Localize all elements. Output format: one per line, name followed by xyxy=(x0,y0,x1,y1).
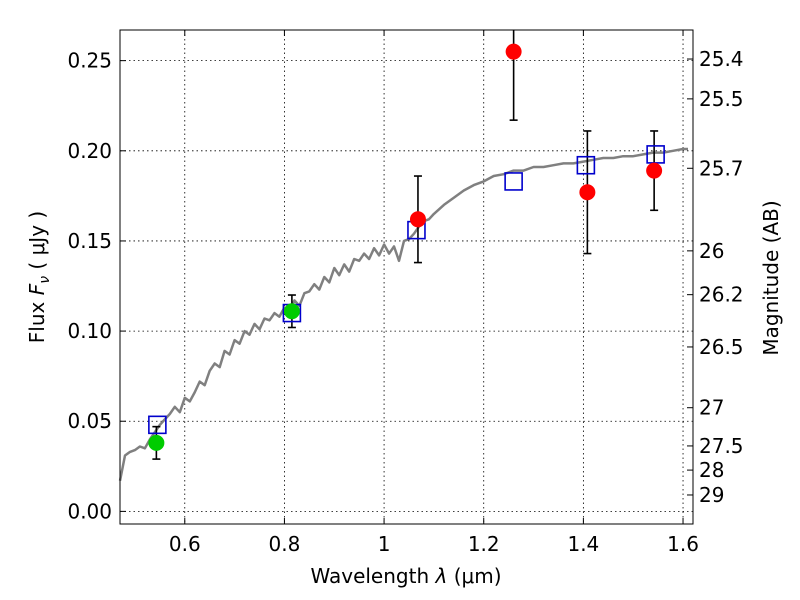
magnitude-tick-label: 29 xyxy=(699,483,724,507)
grid xyxy=(120,30,693,524)
magnitude-tick-label: 28 xyxy=(699,458,724,482)
axis-ticks xyxy=(120,30,693,524)
y-tick-label: 0.05 xyxy=(67,409,112,433)
model-photometry-square xyxy=(576,155,596,175)
model-photometry-square xyxy=(148,415,167,435)
x-tick-label: 0.8 xyxy=(269,532,301,556)
plot-frame xyxy=(119,29,694,525)
y-tick-label: 0.25 xyxy=(67,49,112,73)
magnitude-tick-label: 26 xyxy=(699,239,724,263)
magnitude-tick-label: 25.5 xyxy=(699,87,744,111)
x-tick-label: 1.4 xyxy=(567,532,599,556)
magnitude-tick-label: 26.5 xyxy=(699,335,744,359)
model-sed-line xyxy=(118,147,688,481)
x-tick-label: 1.6 xyxy=(667,532,699,556)
y-tick-label: 0.00 xyxy=(67,499,112,523)
y2-axis-label: Magnitude (AB) xyxy=(759,200,783,355)
tick-labels: 0.6 0.8 1 1.2 1.4 1.6 0.00 0.05 0.10 0.15 0.20 0.25… xyxy=(67,47,743,556)
error-bars xyxy=(152,30,659,460)
y-axis-label: Flux Fν ( μJy ) xyxy=(25,211,53,343)
x-axis-label: Wavelength λ (μm) xyxy=(310,564,501,588)
y-tick-label: 0.15 xyxy=(67,229,112,253)
magnitude-tick-label: 25.7 xyxy=(699,156,744,180)
optical-photometry-point xyxy=(283,303,300,320)
model-photometry-square xyxy=(504,172,523,191)
observed-photometry-points xyxy=(148,43,663,451)
model-sed xyxy=(118,147,688,481)
magnitude-tick-label: 25.4 xyxy=(699,47,744,71)
y-tick-label: 0.20 xyxy=(67,139,112,163)
magnitude-tick-label: 26.2 xyxy=(699,283,744,307)
optical-photometry-point xyxy=(148,434,165,451)
near-ir-photometry-point xyxy=(505,43,522,60)
x-tick-label: 1 xyxy=(378,532,391,556)
x-tick-label: 1.2 xyxy=(468,532,500,556)
magnitude-tick-label: 27.5 xyxy=(699,434,744,458)
y-tick-label: 0.10 xyxy=(67,319,112,343)
near-ir-photometry-point xyxy=(409,211,426,228)
magnitude-tick-label: 27 xyxy=(699,396,724,420)
x-tick-label: 0.6 xyxy=(169,532,201,556)
near-ir-photometry-point xyxy=(646,162,663,179)
near-ir-photometry-point xyxy=(579,184,596,201)
